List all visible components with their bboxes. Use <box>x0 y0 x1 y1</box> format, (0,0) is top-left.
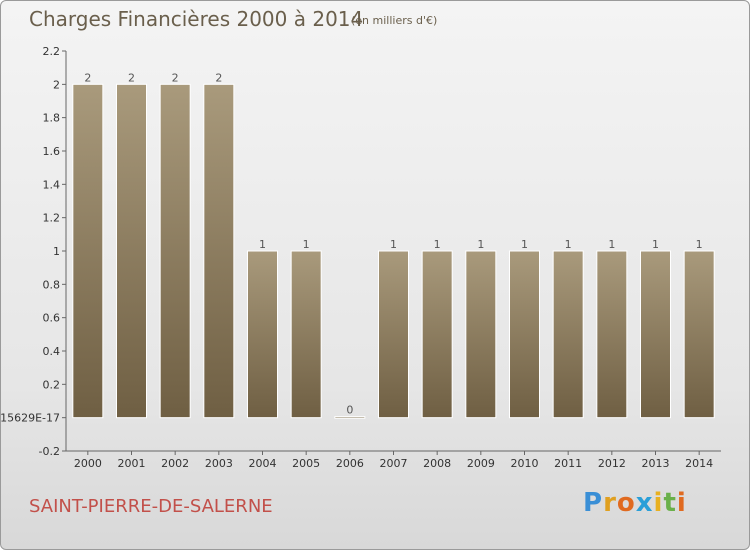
bar-2004 <box>247 250 278 419</box>
logo-letter: r <box>603 488 617 518</box>
x-tick-label: 2007 <box>380 457 408 470</box>
data-label: 1 <box>521 238 528 251</box>
bar-2014 <box>683 250 715 419</box>
x-tick-label: 2001 <box>118 457 146 470</box>
x-tick-label: 2008 <box>423 457 451 470</box>
y-tick-label: 2.2 <box>43 45 61 58</box>
data-label: 1 <box>390 238 397 251</box>
data-label: 1 <box>434 238 441 251</box>
x-tick-label: 2003 <box>205 457 233 470</box>
data-label: 2 <box>84 71 91 84</box>
x-tick-label: 2013 <box>642 457 670 470</box>
bar-2008 <box>421 250 453 419</box>
y-tick-label: 0.8 <box>43 278 61 291</box>
y-tick-label: 0.6 <box>43 312 61 325</box>
bar-2011 <box>552 250 584 419</box>
proxiti-logo: Proxiti <box>583 488 687 518</box>
data-label: 2 <box>215 71 222 84</box>
bar-2005 <box>290 250 322 419</box>
chart-title: Charges Financières 2000 à 2014 <box>29 7 364 31</box>
y-tick-label: 1.8 <box>43 112 61 125</box>
x-tick-label: 2005 <box>292 457 320 470</box>
y-tick-label: -0.2 <box>39 445 60 458</box>
data-label: 1 <box>652 238 659 251</box>
data-label: 2 <box>128 71 135 84</box>
data-label: 1 <box>303 238 310 251</box>
x-tick-label: 2006 <box>336 457 364 470</box>
y-tick-label: 2 <box>53 78 60 91</box>
x-tick-label: 2011 <box>554 457 582 470</box>
logo-letter: o <box>616 488 636 518</box>
logo-letter: x <box>635 488 654 518</box>
bar-2007 <box>378 250 409 419</box>
data-label: 1 <box>477 238 484 251</box>
y-tick-label: 1 <box>53 245 60 258</box>
data-label: 1 <box>608 238 615 251</box>
bar-2000 <box>72 83 104 419</box>
chart-subtitle: (en milliers d'€) <box>351 14 438 27</box>
bar-2012 <box>596 250 628 419</box>
bar-2003 <box>203 83 235 419</box>
bar-2002 <box>159 83 191 419</box>
bar-2013 <box>640 250 671 419</box>
commune-name: SAINT-PIERRE-DE-SALERNE <box>29 496 273 517</box>
x-tick-label: 2002 <box>161 457 189 470</box>
x-tick-label: 2000 <box>74 457 102 470</box>
y-tick-label: 1.6 <box>43 145 61 158</box>
logo-letter: P <box>583 488 604 518</box>
y-tick-label: 0.2 <box>43 378 61 391</box>
data-label: 1 <box>565 238 572 251</box>
bar-2006 <box>334 416 366 419</box>
x-tick-label: 2012 <box>598 457 626 470</box>
y-tick-label: 1.2 <box>43 212 61 225</box>
data-label: 1 <box>259 238 266 251</box>
logo-letter: i <box>653 488 664 518</box>
bar-2009 <box>465 250 497 419</box>
y-tick-label: -2.7755575615629E-17 <box>1 412 60 425</box>
data-label: 1 <box>696 238 703 251</box>
x-tick-label: 2009 <box>467 457 495 470</box>
logo-letter: i <box>676 488 687 518</box>
x-tick-label: 2014 <box>685 457 713 470</box>
y-tick-label: 0.4 <box>43 345 61 358</box>
bar-2001 <box>116 83 147 419</box>
data-label: 2 <box>172 71 179 84</box>
data-label: 0 <box>346 404 353 417</box>
bar-2010 <box>509 250 540 419</box>
y-tick-label: 1.4 <box>43 178 61 191</box>
logo-letter: t <box>663 488 677 518</box>
x-tick-label: 2004 <box>249 457 277 470</box>
x-tick-label: 2010 <box>511 457 539 470</box>
